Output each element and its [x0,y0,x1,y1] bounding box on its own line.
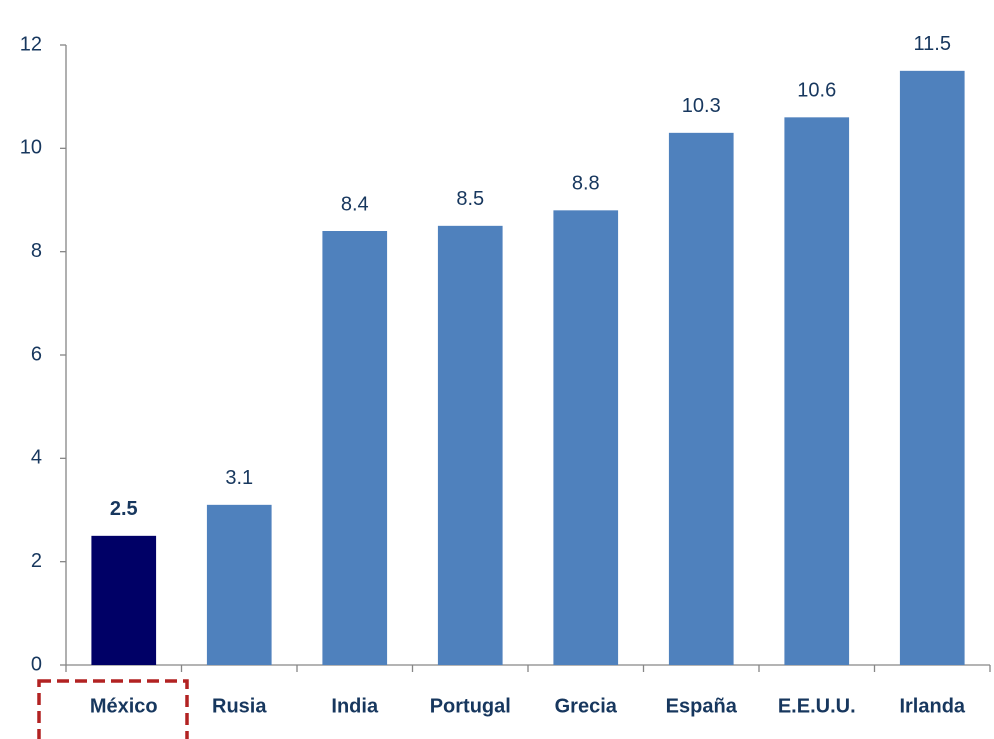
y-tick-label: 10 [20,137,42,159]
x-tick-label: España [666,695,738,717]
value-label: 3.1 [225,467,253,489]
y-tick-label: 0 [31,653,42,675]
bar [206,504,272,665]
y-tick-label: 2 [31,550,42,572]
value-label: 10.6 [797,80,836,102]
x-tick-label: Irlanda [899,695,965,717]
bar [437,225,503,666]
x-tick-label: México [90,695,158,717]
bar [553,210,619,666]
x-tick-label: E.E.U.U. [778,695,856,717]
value-label: 8.4 [341,193,369,215]
value-label: 10.3 [682,95,721,117]
bar [322,231,388,665]
x-tick-label: India [331,695,379,717]
y-tick-label: 4 [31,447,42,469]
value-label: 11.5 [914,33,951,55]
bar [899,70,965,666]
value-label: 2.5 [110,498,138,520]
value-label: 8.5 [456,188,484,210]
bar [668,132,734,666]
bar [784,117,850,666]
x-tick-label: Portugal [430,695,511,717]
x-tick-label: Rusia [212,695,267,717]
bar [91,535,157,665]
value-label: 8.8 [572,173,600,195]
highlight-box [37,679,189,739]
y-tick-label: 6 [31,343,42,365]
y-tick-label: 12 [20,33,42,55]
y-tick-label: 8 [31,240,42,262]
x-tick-label: Grecia [555,695,618,717]
